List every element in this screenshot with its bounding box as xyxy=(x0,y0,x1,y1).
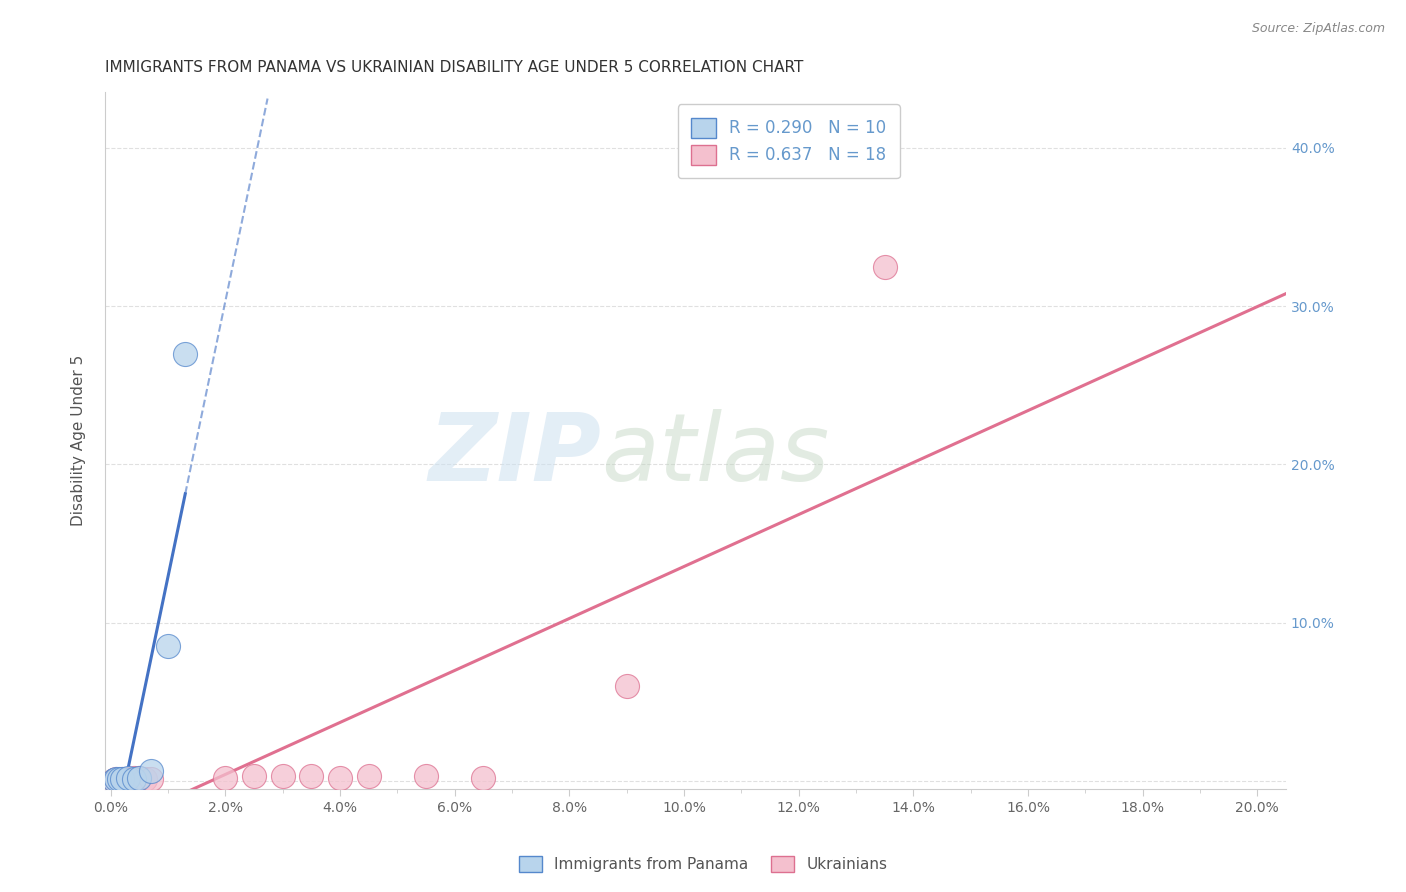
Point xyxy=(139,772,162,787)
Text: atlas: atlas xyxy=(600,409,830,500)
Point xyxy=(472,771,495,785)
Point xyxy=(108,772,131,787)
Point xyxy=(873,260,896,274)
Point xyxy=(105,772,128,787)
Point xyxy=(139,764,162,779)
Point xyxy=(105,772,128,787)
Point xyxy=(134,772,156,787)
Point xyxy=(103,772,125,787)
Point xyxy=(117,771,139,785)
Point xyxy=(157,640,180,654)
Point xyxy=(122,771,145,785)
Legend: Immigrants from Panama, Ukrainians: Immigrants from Panama, Ukrainians xyxy=(512,848,894,880)
Point xyxy=(616,679,638,693)
Point xyxy=(214,771,236,785)
Point xyxy=(271,769,294,783)
Point xyxy=(122,772,145,787)
Legend: R = 0.290   N = 10, R = 0.637   N = 18: R = 0.290 N = 10, R = 0.637 N = 18 xyxy=(678,104,900,178)
Point xyxy=(329,771,352,785)
Point xyxy=(357,769,380,783)
Point xyxy=(103,772,125,787)
Y-axis label: Disability Age Under 5: Disability Age Under 5 xyxy=(72,355,86,526)
Point xyxy=(111,772,134,787)
Point xyxy=(415,769,437,783)
Text: IMMIGRANTS FROM PANAMA VS UKRAINIAN DISABILITY AGE UNDER 5 CORRELATION CHART: IMMIGRANTS FROM PANAMA VS UKRAINIAN DISA… xyxy=(105,60,803,75)
Point xyxy=(128,771,150,785)
Point xyxy=(128,771,150,785)
Point xyxy=(117,772,139,787)
Point xyxy=(111,772,134,787)
Point xyxy=(243,769,266,783)
Text: ZIP: ZIP xyxy=(429,409,600,500)
Point xyxy=(174,346,197,360)
Point xyxy=(299,769,322,783)
Text: Source: ZipAtlas.com: Source: ZipAtlas.com xyxy=(1251,22,1385,36)
